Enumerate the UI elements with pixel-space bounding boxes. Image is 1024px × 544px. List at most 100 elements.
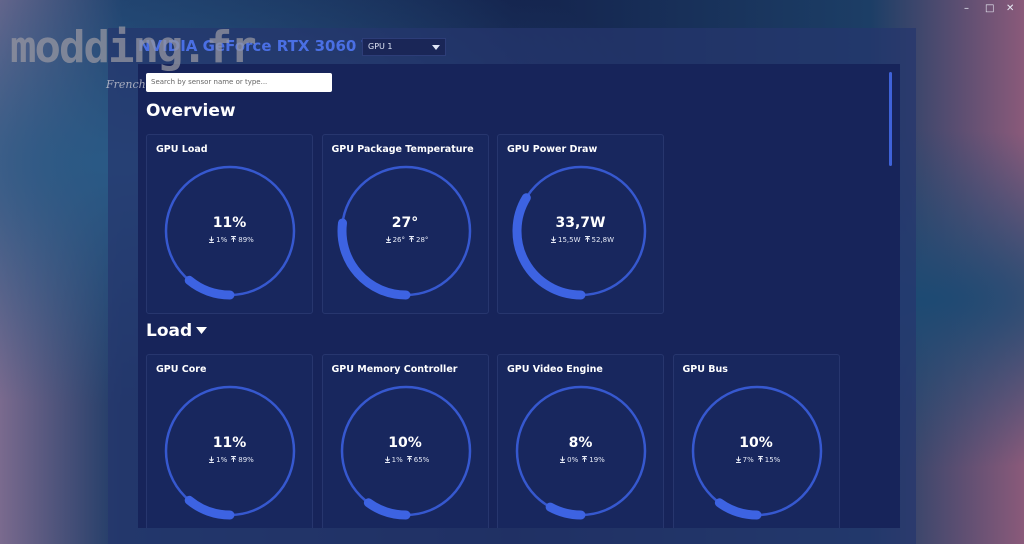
min-value: 0%: [567, 456, 579, 464]
max-value: 65%: [413, 456, 430, 464]
sensor-card: GPU Package Temperature 27° 26° 28°: [321, 134, 489, 314]
gpu-title: NVIDIA GeForce RTX 3060 Ti: [138, 37, 377, 55]
min-value: 26°: [392, 236, 405, 244]
gauge-value: 11%: [212, 435, 247, 451]
icon-path: [231, 236, 237, 242]
search-input[interactable]: Search by sensor name or type...: [146, 73, 332, 92]
max-icon: [406, 456, 412, 462]
icon-path: [550, 236, 556, 243]
gauge-track: [164, 165, 296, 297]
content-area: Overview GPU Load 11% 1% 89% GPU Package Temp…: [138, 64, 900, 528]
gauge-fill: [545, 502, 586, 520]
max-value: 19%: [589, 456, 605, 464]
watermark-tag: French: [106, 78, 146, 91]
gauge: [337, 165, 471, 300]
min-value: 7%: [742, 456, 754, 464]
max-icon: [231, 236, 237, 242]
gauge-fill: [714, 498, 761, 520]
icon-path: [406, 456, 412, 462]
min-max: 1% 89%: [147, 456, 312, 464]
max-value: 52,8W: [591, 236, 615, 244]
gauge-fill: [337, 218, 410, 300]
min-icon: [560, 456, 566, 463]
collapse-icon: [196, 327, 208, 334]
maximize-button[interactable]: □: [985, 3, 995, 14]
sensor-card: GPU Memory Controller 10% 1% 65%: [321, 354, 489, 528]
icon-path: [560, 456, 566, 463]
min-max: 15,5W 52,8W: [498, 236, 663, 244]
gauge: [512, 165, 647, 300]
min-icon: [209, 456, 215, 463]
gauge-value: 27°: [391, 215, 419, 231]
max-value: 28°: [416, 236, 429, 244]
gauge-value: 10%: [388, 435, 422, 451]
section-title: Load: [146, 321, 193, 341]
min-value: 1%: [391, 456, 403, 464]
icon-path: [409, 236, 414, 242]
max-icon: [757, 456, 763, 462]
gauge-value: 11%: [212, 215, 247, 231]
gauge-track: [515, 385, 647, 517]
sensor-card: GPU Bus 10% 7% 15%: [672, 354, 840, 528]
icon-path: [384, 456, 390, 463]
gauge-track: [691, 385, 822, 517]
min-icon: [384, 456, 390, 463]
gauge-value: 33,7W: [555, 215, 606, 231]
min-value: 1%: [216, 236, 228, 244]
sensor-card: GPU Load 11% 1% 89%: [146, 134, 313, 314]
watermark-logo: modding.fr: [10, 22, 257, 73]
icon-path: [582, 456, 588, 462]
icon-path: [735, 456, 741, 463]
icon-path: [209, 236, 215, 243]
min-max: 0% 19%: [498, 456, 663, 464]
card-title: GPU Load: [156, 144, 208, 155]
gauge-fill: [363, 498, 410, 520]
icon-path: [209, 456, 215, 463]
max-value: 89%: [238, 456, 254, 464]
card-title: GPU Power Draw: [507, 144, 598, 155]
min-icon: [385, 236, 391, 243]
window-controls: – □ ✕: [960, 2, 1020, 16]
sensor-card: GPU Video Engine 8% 0% 19%: [497, 354, 664, 528]
min-max: 1% 65%: [323, 456, 488, 464]
min-icon: [550, 236, 556, 243]
card-title: GPU Package Temperature: [331, 144, 474, 155]
gauge-track: [340, 385, 471, 517]
section-title: Overview: [146, 101, 236, 121]
max-icon: [584, 236, 590, 242]
min-value: 15,5W: [557, 236, 581, 244]
gpu-dropdown-text: GPU 1: [368, 42, 393, 51]
max-value: 89%: [238, 236, 254, 244]
icon-path: [231, 456, 237, 462]
gauge-fill: [184, 495, 235, 520]
card-title: GPU Memory Controller: [331, 364, 458, 375]
max-icon: [582, 456, 588, 462]
gauge: [691, 385, 822, 520]
minimize-button[interactable]: –: [964, 3, 969, 14]
max-icon: [231, 456, 237, 462]
gpu-dropdown[interactable]: GPU 1: [362, 38, 446, 56]
icon-path: [584, 236, 590, 242]
gauge: [164, 385, 296, 520]
dropdown-arrow: [432, 45, 440, 50]
card-title: GPU Core: [156, 364, 207, 375]
card-title: GPU Bus: [682, 364, 728, 375]
max-icon: [409, 236, 414, 242]
gauge-track: [164, 385, 296, 517]
scrollbar[interactable]: [889, 72, 892, 166]
min-max: 26° 28°: [323, 236, 488, 244]
gauge-fill: [512, 193, 586, 300]
min-icon: [209, 236, 215, 243]
section-heading: Load: [146, 321, 208, 341]
gauge-fill: [184, 275, 235, 300]
icon-path: [757, 456, 763, 462]
sensor-card: GPU Power Draw 33,7W 15,5W 52,8W: [497, 134, 664, 314]
sensor-card: GPU Core 11% 1% 89%: [146, 354, 313, 528]
gauge: [164, 165, 296, 300]
min-max: 7% 15%: [674, 456, 839, 464]
icon-path: [385, 236, 391, 243]
gauge-value: 10%: [739, 435, 773, 451]
close-button[interactable]: ✕: [1006, 3, 1015, 14]
gauge: [515, 385, 647, 520]
